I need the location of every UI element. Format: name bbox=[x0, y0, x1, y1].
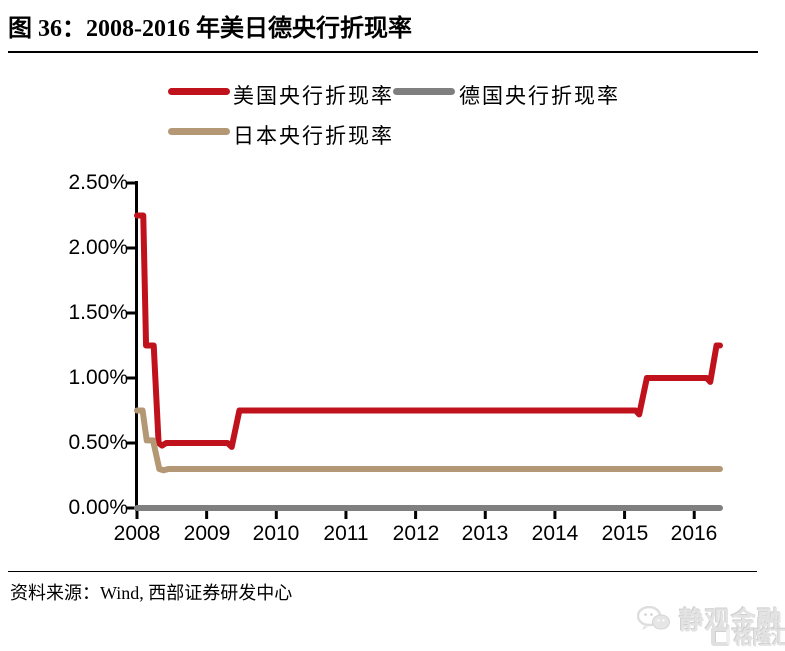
x-tick-label: 2016 bbox=[670, 522, 718, 545]
title-divider bbox=[8, 51, 758, 53]
x-tick-label: 2010 bbox=[252, 522, 300, 545]
watermark-gelonghui-name: 格隆汇 bbox=[734, 628, 785, 649]
series-line-japan bbox=[134, 407, 723, 474]
y-tick-label: 2.00% bbox=[68, 236, 128, 259]
legend-swatch-us bbox=[168, 88, 230, 95]
x-tick-label: 2009 bbox=[183, 522, 231, 545]
legend-swatch-japan bbox=[168, 128, 230, 135]
gelonghui-icon bbox=[711, 627, 730, 646]
watermark-wechat-name: 静观金融 bbox=[679, 607, 784, 635]
x-tick-label: 2014 bbox=[531, 522, 579, 545]
y-tick-label: 1.00% bbox=[68, 366, 128, 389]
y-tick-label: 0.00% bbox=[68, 496, 128, 519]
footer-divider bbox=[8, 571, 757, 572]
legend-swatch-germany bbox=[393, 88, 455, 95]
x-tick-label: 2008 bbox=[113, 522, 161, 545]
watermark-gelonghui: 格隆汇 bbox=[711, 623, 785, 650]
series-line-us bbox=[134, 212, 723, 450]
legend-label-us: 美国央行折现率 bbox=[233, 84, 394, 108]
x-tick-label: 2015 bbox=[601, 522, 649, 545]
wechat-icon bbox=[636, 605, 671, 632]
x-tick-label: 2011 bbox=[323, 522, 369, 545]
x-tick-label: 2013 bbox=[461, 522, 509, 545]
figure-title: 图 36：2008-2016 年美日德央行折现率 bbox=[8, 16, 412, 42]
legend-label-germany: 德国央行折现率 bbox=[459, 84, 620, 108]
source-note: 资料来源：Wind, 西部证券研发中心 bbox=[10, 583, 293, 603]
watermark-wechat: 静观金融 bbox=[636, 601, 784, 637]
x-tick-label: 2012 bbox=[392, 522, 440, 545]
legend-label-japan: 日本央行折现率 bbox=[233, 124, 394, 148]
y-tick-label: 1.50% bbox=[68, 301, 128, 324]
y-tick-label: 2.50% bbox=[68, 171, 128, 194]
y-tick-label: 0.50% bbox=[68, 431, 128, 454]
